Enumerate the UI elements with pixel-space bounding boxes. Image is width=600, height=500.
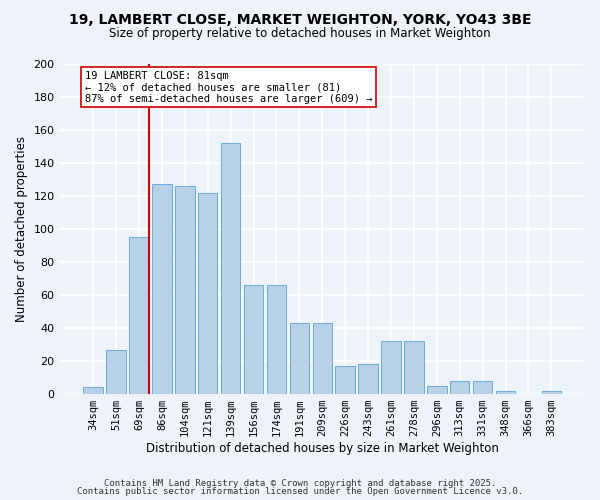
- Text: 19 LAMBERT CLOSE: 81sqm
← 12% of detached houses are smaller (81)
87% of semi-de: 19 LAMBERT CLOSE: 81sqm ← 12% of detache…: [85, 70, 373, 104]
- Bar: [404, 342, 424, 394]
- Text: Contains public sector information licensed under the Open Government Licence v3: Contains public sector information licen…: [77, 487, 523, 496]
- Bar: [335, 366, 355, 394]
- Bar: [244, 285, 263, 394]
- X-axis label: Distribution of detached houses by size in Market Weighton: Distribution of detached houses by size …: [146, 442, 499, 455]
- Bar: [427, 386, 446, 394]
- Bar: [381, 342, 401, 394]
- Bar: [358, 364, 378, 394]
- Bar: [83, 388, 103, 394]
- Text: Contains HM Land Registry data © Crown copyright and database right 2025.: Contains HM Land Registry data © Crown c…: [104, 478, 496, 488]
- Bar: [221, 143, 241, 394]
- Bar: [542, 391, 561, 394]
- Bar: [496, 391, 515, 394]
- Bar: [267, 285, 286, 394]
- Bar: [175, 186, 194, 394]
- Bar: [473, 381, 493, 394]
- Bar: [313, 323, 332, 394]
- Bar: [152, 184, 172, 394]
- Bar: [106, 350, 126, 394]
- Text: Size of property relative to detached houses in Market Weighton: Size of property relative to detached ho…: [109, 28, 491, 40]
- Bar: [129, 238, 149, 394]
- Bar: [290, 323, 309, 394]
- Y-axis label: Number of detached properties: Number of detached properties: [15, 136, 28, 322]
- Text: 19, LAMBERT CLOSE, MARKET WEIGHTON, YORK, YO43 3BE: 19, LAMBERT CLOSE, MARKET WEIGHTON, YORK…: [69, 12, 531, 26]
- Bar: [450, 381, 469, 394]
- Bar: [198, 192, 217, 394]
